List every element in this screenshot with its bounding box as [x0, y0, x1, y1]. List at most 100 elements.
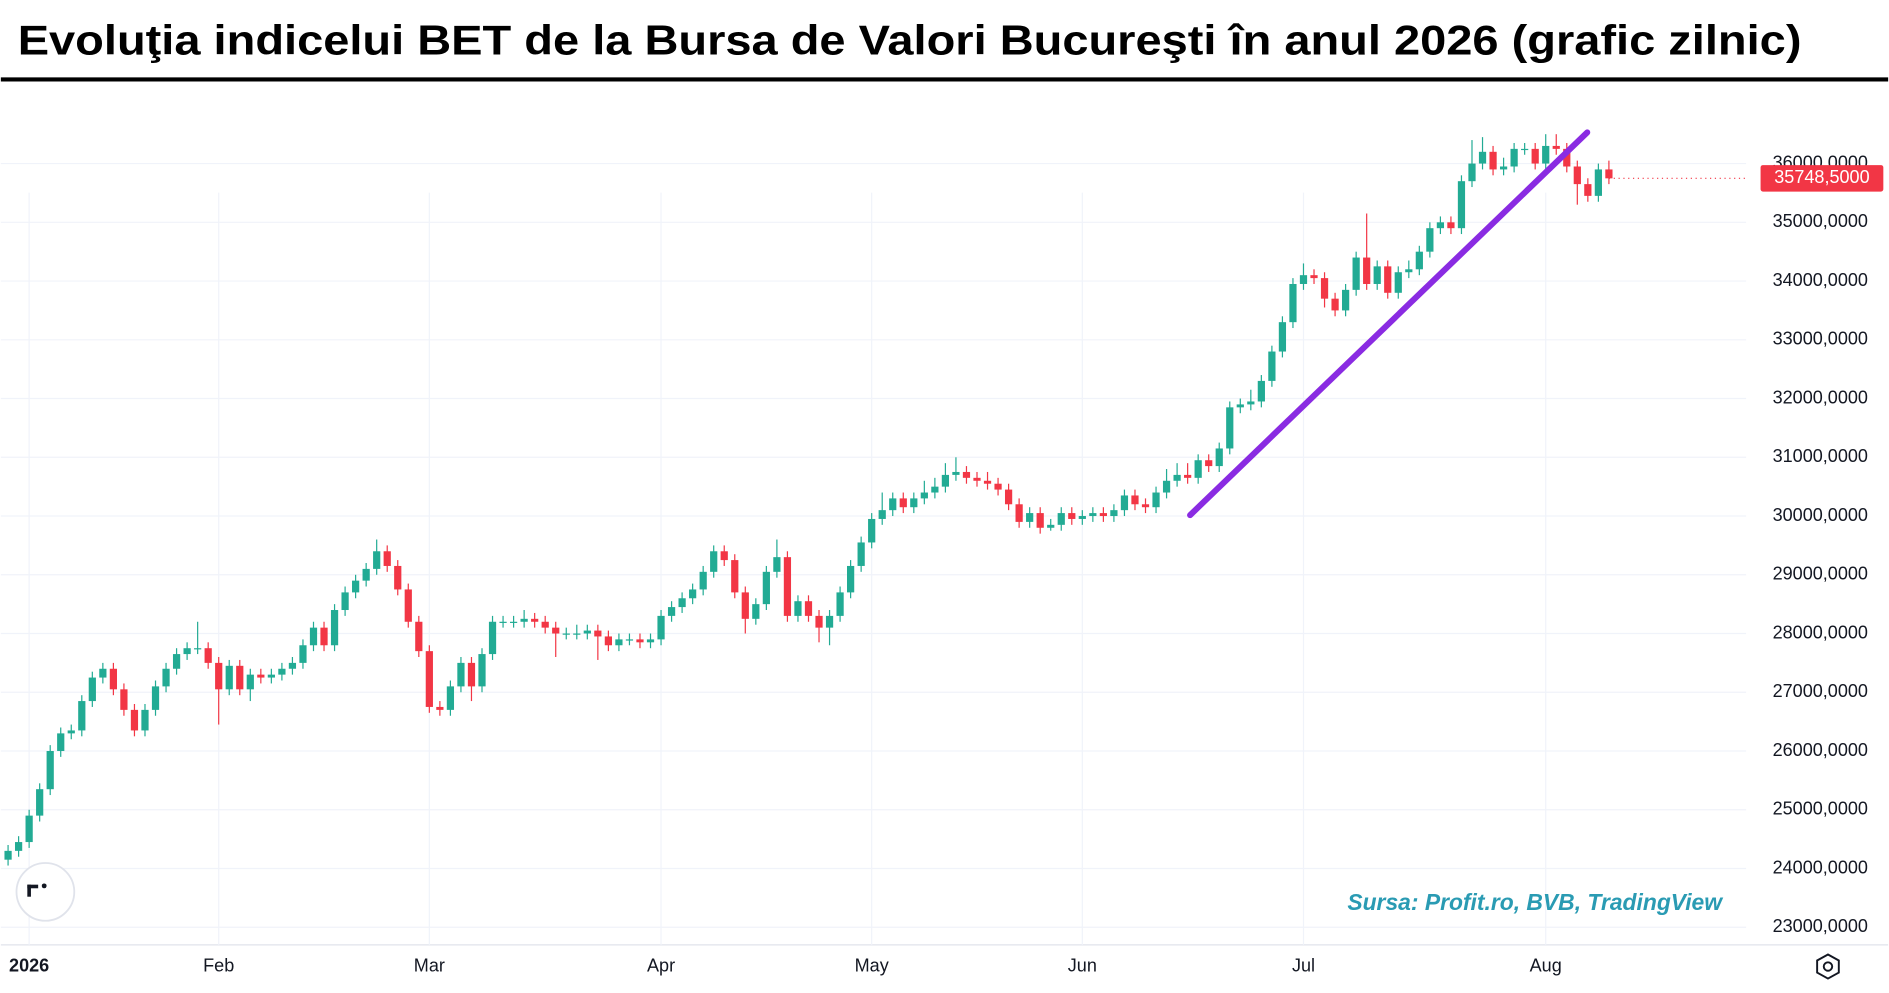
candle-body: [899, 498, 907, 508]
y-tick-label: 24000,0000: [1773, 857, 1868, 877]
x-tick-label: Aug: [1530, 955, 1562, 975]
grid: [0, 162, 1889, 946]
x-tick-label: Feb: [203, 955, 234, 975]
candle-body: [1584, 184, 1592, 196]
candle-body: [499, 621, 507, 623]
candle-body: [352, 580, 360, 593]
candle-body: [1141, 504, 1150, 508]
y-tick-label: 31000,0000: [1773, 446, 1868, 466]
candle-body: [1457, 181, 1466, 229]
y-tick-label: 23000,0000: [1773, 916, 1868, 936]
y-tick-label: 30000,0000: [1773, 505, 1868, 525]
candle-body: [741, 592, 749, 619]
y-tick-label: 33000,0000: [1773, 329, 1868, 349]
candle-body: [267, 674, 275, 678]
candle-body: [1299, 275, 1308, 284]
candle-body: [1394, 272, 1402, 293]
candle-body: [531, 618, 539, 622]
candle-body: [773, 557, 781, 572]
candle-body: [1247, 401, 1255, 405]
candle-body: [1194, 460, 1202, 478]
candle-body: [1205, 460, 1213, 467]
y-tick-label: 32000,0000: [1773, 387, 1868, 407]
candle-body: [794, 601, 802, 616]
candle-body: [815, 615, 823, 628]
y-tick-label: 27000,0000: [1773, 681, 1868, 701]
candle-body: [952, 471, 960, 475]
candle-body: [25, 815, 33, 843]
candle-body: [1068, 513, 1076, 519]
candle-body: [309, 627, 318, 646]
candle-body: [625, 639, 634, 641]
candle-body: [520, 618, 528, 622]
candle-body: [1152, 492, 1160, 508]
tradingview-logo: [15, 862, 76, 922]
candle-body: [1162, 480, 1171, 493]
candle-body: [1478, 151, 1487, 164]
y-tick-label: 29000,0000: [1773, 564, 1868, 584]
candle-body: [1047, 524, 1055, 528]
last-price-box: [1760, 165, 1884, 192]
candle-body: [1373, 266, 1381, 284]
candle-body: [394, 565, 402, 590]
candle-body: [46, 750, 54, 790]
y-tick-label: 35000,0000: [1773, 211, 1868, 231]
candle-body: [373, 551, 381, 569]
candle-body: [362, 568, 370, 581]
candle-body: [615, 639, 623, 646]
candle-body: [1078, 516, 1086, 519]
candle-body: [699, 571, 707, 590]
candle-body: [215, 662, 223, 690]
candle-body: [783, 557, 792, 616]
settings-icon[interactable]: [1816, 953, 1840, 980]
candle-body: [172, 654, 181, 669]
candle-body: [1226, 407, 1234, 449]
candle-body: [562, 633, 570, 635]
y-tick-label: 25000,0000: [1773, 799, 1868, 819]
trend-line: [1187, 129, 1591, 519]
candle-body: [689, 589, 697, 599]
candle-body: [1268, 351, 1276, 381]
candle-body: [330, 610, 339, 646]
candle-body: [678, 598, 686, 608]
candle-body: [425, 651, 433, 707]
candle-body: [667, 607, 676, 616]
y-tick-label: 34000,0000: [1773, 270, 1868, 290]
candle-body: [341, 592, 349, 611]
candle-body: [941, 474, 950, 487]
candle-body: [14, 842, 23, 851]
candle-body: [78, 701, 86, 731]
candle-body: [1499, 166, 1508, 170]
candle-body: [162, 668, 170, 687]
y-tick-label: 28000,0000: [1773, 622, 1868, 642]
candle-body: [1015, 504, 1023, 522]
candle-body: [541, 621, 549, 628]
candle-body: [920, 492, 928, 499]
candle-body: [1120, 495, 1129, 511]
candle-body: [1331, 298, 1339, 311]
candle-body: [404, 589, 412, 622]
candle-body: [246, 674, 254, 690]
source-note: Sursa: Profit.ro, BVB, TradingView: [1347, 889, 1723, 915]
candle-body: [236, 665, 244, 690]
candle-body: [383, 551, 391, 566]
candle-body: [573, 633, 581, 635]
candle-body: [1089, 513, 1097, 517]
candle-body: [225, 665, 233, 690]
candle-body: [962, 471, 971, 478]
candle-body: [583, 630, 591, 634]
candle-body: [1415, 251, 1423, 270]
candle-body: [1426, 228, 1434, 252]
candle-body: [1436, 222, 1445, 229]
candle-body: [194, 648, 202, 650]
candle-body: [720, 551, 728, 561]
candle-body: [1552, 145, 1560, 149]
candle-body: [278, 668, 286, 675]
candle-body: [204, 648, 212, 663]
candle-body: [457, 662, 465, 687]
candle-body: [1289, 283, 1297, 323]
candle-body: [130, 709, 139, 731]
